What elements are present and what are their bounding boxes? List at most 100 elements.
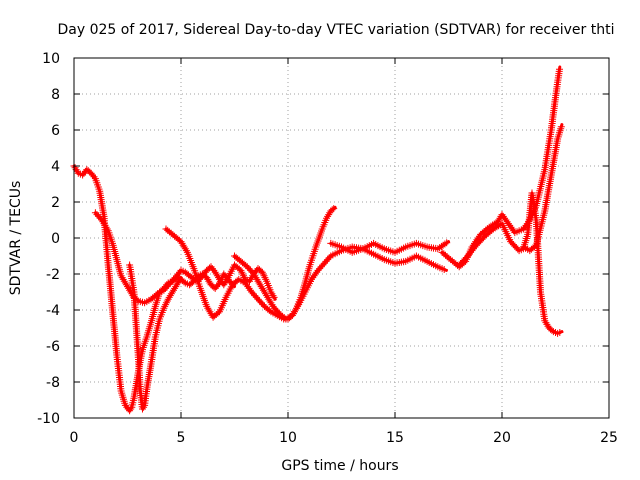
data-point bbox=[270, 293, 278, 301]
data-point bbox=[242, 261, 250, 269]
data-point bbox=[477, 230, 485, 238]
data-point bbox=[468, 247, 476, 255]
data-series-8 bbox=[455, 189, 564, 337]
data-point bbox=[101, 221, 109, 229]
data-point bbox=[263, 292, 271, 300]
x-tick-label: 10 bbox=[279, 430, 297, 446]
data-point bbox=[99, 218, 107, 226]
data-point bbox=[245, 284, 253, 292]
data-point bbox=[160, 286, 168, 294]
data-point bbox=[171, 274, 179, 282]
x-tick-label: 0 bbox=[70, 430, 79, 446]
data-point bbox=[272, 306, 280, 314]
data-point bbox=[443, 253, 451, 261]
data-point bbox=[259, 286, 267, 294]
data-point bbox=[248, 288, 256, 296]
data-point bbox=[434, 245, 442, 253]
data-point bbox=[118, 274, 126, 282]
data-series-5 bbox=[231, 243, 448, 323]
data-point bbox=[266, 297, 274, 305]
data-point bbox=[181, 245, 189, 253]
data-point bbox=[483, 231, 491, 239]
data-point bbox=[316, 265, 324, 273]
data-point bbox=[470, 245, 477, 253]
x-tick-label: 20 bbox=[493, 430, 511, 446]
data-point bbox=[98, 216, 106, 224]
data-series-7 bbox=[438, 65, 563, 271]
data-point bbox=[207, 263, 215, 271]
data-point bbox=[448, 257, 456, 265]
data-point bbox=[256, 281, 264, 289]
data-point bbox=[252, 274, 260, 282]
data-point bbox=[161, 302, 169, 310]
y-tick-label: 0 bbox=[51, 231, 60, 247]
y-tick-label: 6 bbox=[51, 123, 60, 139]
data-series-4 bbox=[162, 205, 338, 323]
data-point bbox=[220, 270, 228, 278]
data-point bbox=[461, 255, 469, 263]
data-point bbox=[324, 212, 332, 220]
data-point bbox=[267, 288, 275, 296]
data-point bbox=[258, 268, 266, 276]
data-point bbox=[257, 283, 265, 291]
data-point bbox=[477, 237, 485, 245]
data-point bbox=[288, 311, 296, 319]
data-point bbox=[117, 272, 125, 280]
data-point bbox=[103, 225, 111, 233]
data-point bbox=[330, 205, 338, 213]
data-point bbox=[502, 216, 510, 224]
data-point bbox=[223, 275, 231, 283]
y-tick-label: -8 bbox=[46, 375, 60, 391]
data-point bbox=[267, 299, 275, 307]
data-point bbox=[237, 266, 245, 274]
data-point bbox=[95, 212, 103, 220]
y-tick-label: -4 bbox=[46, 303, 60, 319]
data-point bbox=[438, 248, 446, 256]
data-series-1 bbox=[70, 162, 237, 415]
data-point bbox=[162, 299, 170, 307]
data-point bbox=[261, 288, 268, 296]
data-point bbox=[293, 304, 301, 312]
data-point bbox=[457, 260, 465, 267]
data-point bbox=[206, 264, 213, 272]
data-point bbox=[511, 242, 519, 250]
data-point bbox=[507, 223, 515, 231]
x-tick-label: 5 bbox=[177, 430, 186, 446]
data-point bbox=[260, 272, 268, 280]
data-point bbox=[289, 310, 297, 318]
data-point bbox=[556, 329, 564, 336]
data-point bbox=[166, 292, 174, 300]
data-point bbox=[294, 302, 302, 310]
data-point bbox=[80, 169, 88, 177]
data-point bbox=[481, 232, 489, 240]
series-layer bbox=[70, 65, 565, 415]
data-point bbox=[246, 277, 253, 285]
data-point bbox=[542, 319, 550, 327]
data-point bbox=[519, 225, 527, 233]
data-point bbox=[140, 403, 148, 411]
data-point bbox=[541, 317, 549, 325]
data-point bbox=[168, 277, 176, 285]
data-point bbox=[179, 241, 187, 249]
data-point bbox=[222, 277, 230, 285]
data-point bbox=[308, 275, 315, 283]
data-point bbox=[173, 281, 181, 289]
data-point bbox=[243, 263, 251, 271]
data-point bbox=[254, 295, 262, 303]
data-point bbox=[221, 279, 229, 287]
data-point bbox=[268, 290, 276, 298]
data-point bbox=[484, 229, 492, 237]
data-point bbox=[164, 295, 172, 303]
data-point bbox=[165, 228, 173, 236]
data-point bbox=[152, 291, 160, 299]
data-point bbox=[508, 225, 516, 233]
data-point bbox=[212, 270, 220, 278]
y-tick-label: 8 bbox=[51, 87, 60, 103]
data-point bbox=[246, 286, 254, 294]
data-point bbox=[268, 301, 276, 309]
data-point bbox=[480, 234, 487, 242]
data-point bbox=[200, 270, 208, 278]
data-point bbox=[162, 301, 170, 309]
data-point bbox=[102, 223, 110, 231]
data-point bbox=[165, 293, 173, 301]
